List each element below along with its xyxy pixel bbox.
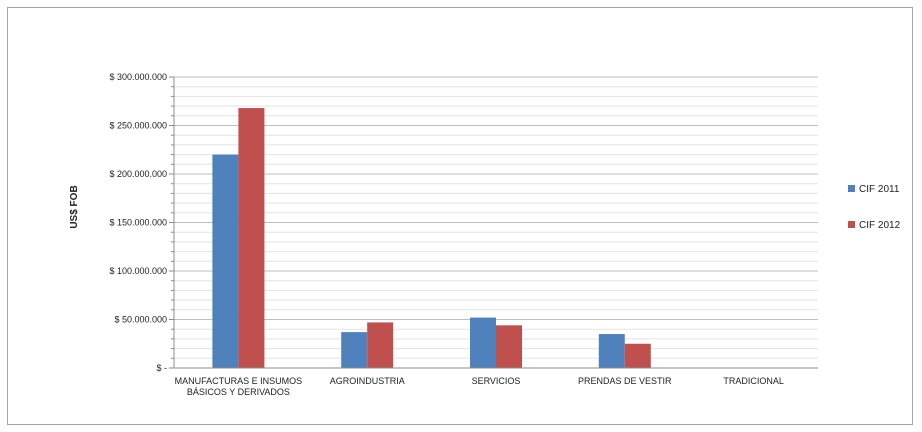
y-tick-label: $ 200.000.000 — [109, 169, 167, 179]
x-tick-label: MANUFACTURAS E INSUMOS — [175, 376, 303, 386]
y-tick-label: $ 250.000.000 — [109, 121, 167, 131]
y-tick-label: $ 100.000.000 — [109, 266, 167, 276]
bar-cif-2012 — [624, 343, 651, 368]
legend-label: CIF 2011 — [859, 184, 900, 195]
legend: CIF 2011 CIF 2012 — [848, 184, 901, 231]
y-tick-label: $ 50.000.000 — [114, 315, 167, 325]
legend-label: CIF 2012 — [859, 220, 901, 231]
y-tick-label: $ - — [156, 363, 167, 373]
y-tick-label: $ 300.000.000 — [109, 72, 167, 82]
legend-swatch — [848, 221, 855, 228]
bar-cif-2011 — [341, 332, 368, 368]
bars — [212, 108, 651, 368]
y-axis: $ - $ 50.000.000 $ 100.000.000 $ 150.000.00… — [109, 72, 175, 373]
x-tick-label: PRENDAS DE VESTIR — [578, 376, 672, 386]
x-tick-label: TRADICIONAL — [723, 376, 784, 386]
x-tick-label: BÁSICOS Y DERIVADOS — [187, 387, 290, 397]
bar-cif-2012 — [238, 108, 265, 368]
bar-cif-2011 — [470, 317, 496, 368]
y-axis-label: US$ FOB — [69, 185, 80, 228]
bar-cif-2012 — [496, 325, 522, 368]
legend-swatch — [848, 185, 855, 192]
bar-cif-2011 — [212, 154, 239, 368]
x-tick-label: AGROINDUSTRIA — [330, 376, 405, 386]
bar-cif-2011 — [598, 334, 625, 368]
bar-cif-2012 — [367, 322, 394, 368]
y-tick-label: $ 150.000.000 — [109, 218, 167, 228]
x-tick-label: SERVICIOS — [472, 376, 521, 386]
